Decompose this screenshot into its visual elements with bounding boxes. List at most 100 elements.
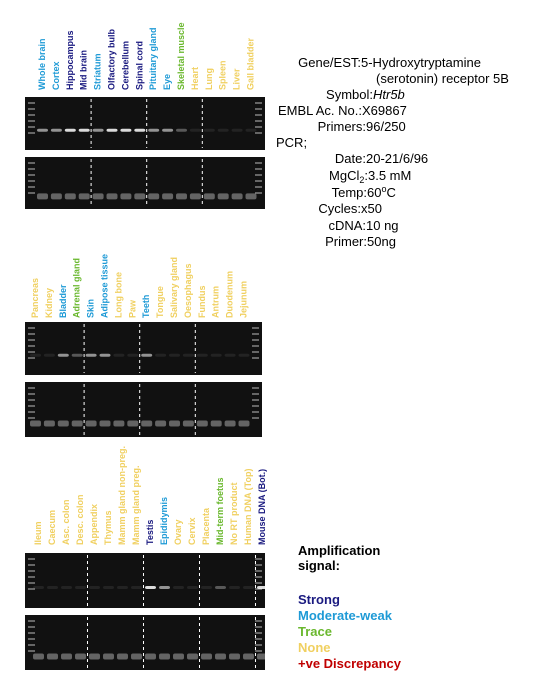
ladder bbox=[252, 411, 259, 413]
band bbox=[155, 420, 167, 427]
lane-label: No RT product bbox=[229, 483, 239, 546]
band bbox=[176, 193, 187, 200]
info-value: 20-21/6/96 bbox=[366, 151, 428, 166]
band bbox=[159, 586, 170, 589]
ladder bbox=[28, 417, 35, 419]
ladder bbox=[255, 180, 262, 182]
gel bbox=[25, 157, 265, 209]
band bbox=[231, 193, 243, 200]
band bbox=[89, 586, 100, 589]
legend-title: Amplification bbox=[298, 543, 380, 558]
band bbox=[196, 353, 208, 357]
lane-label: Tongue bbox=[155, 286, 165, 318]
ladder bbox=[28, 126, 35, 128]
gel bbox=[25, 553, 265, 608]
ladder bbox=[255, 162, 262, 164]
band bbox=[187, 653, 198, 660]
band bbox=[189, 128, 201, 132]
lane-label: Placenta bbox=[201, 507, 211, 545]
lane-label: Ileum bbox=[33, 521, 43, 545]
band bbox=[50, 128, 62, 132]
band bbox=[141, 353, 153, 357]
gel bbox=[25, 97, 265, 150]
band bbox=[229, 653, 240, 660]
ladder bbox=[255, 186, 262, 188]
lane-label: Thymus bbox=[103, 510, 113, 545]
lane-label: Long bone bbox=[113, 272, 123, 318]
ladder bbox=[28, 405, 35, 407]
ladder bbox=[28, 351, 35, 353]
legend-item: None bbox=[298, 640, 331, 655]
ladder bbox=[28, 650, 35, 652]
lane-label: Spinal cord bbox=[134, 41, 144, 90]
info-sup: o bbox=[381, 184, 386, 194]
band bbox=[238, 420, 250, 427]
band bbox=[113, 420, 125, 427]
band bbox=[187, 586, 198, 589]
band bbox=[238, 353, 250, 357]
lane-label: Cortex bbox=[51, 61, 61, 90]
band bbox=[155, 353, 167, 357]
band bbox=[99, 353, 111, 357]
band bbox=[141, 420, 153, 427]
ladder bbox=[255, 168, 262, 170]
band bbox=[120, 193, 132, 200]
band bbox=[229, 586, 240, 589]
band bbox=[33, 586, 44, 589]
band bbox=[134, 128, 146, 132]
lane-label: Heart bbox=[190, 67, 200, 90]
ladder bbox=[255, 120, 262, 122]
info-value: C bbox=[386, 185, 395, 200]
band bbox=[245, 193, 257, 200]
info-label: Cycles: bbox=[318, 201, 361, 216]
lane-label: Pancreas bbox=[30, 278, 40, 318]
lane-label: Antrum bbox=[211, 286, 221, 318]
lane-label: Epididymis bbox=[159, 497, 169, 545]
lane-label: Kidney bbox=[44, 288, 54, 318]
band bbox=[173, 653, 184, 660]
band bbox=[257, 653, 268, 660]
band bbox=[85, 353, 97, 357]
ladder bbox=[252, 393, 259, 395]
band bbox=[231, 128, 243, 132]
ladder bbox=[255, 650, 262, 652]
info-value: Htr5b bbox=[373, 87, 405, 102]
ladder bbox=[28, 186, 35, 188]
band bbox=[120, 128, 132, 132]
info-label: Temp: bbox=[332, 185, 367, 200]
ladder bbox=[28, 576, 35, 578]
ladder bbox=[255, 108, 262, 110]
info-value: 50ng bbox=[367, 234, 396, 249]
legend-item: +ve Discrepancy bbox=[298, 656, 402, 671]
band bbox=[117, 586, 128, 589]
band bbox=[89, 653, 100, 660]
lane-label: Skin bbox=[86, 299, 96, 318]
band bbox=[30, 353, 41, 357]
band bbox=[75, 653, 86, 660]
band bbox=[148, 193, 160, 200]
lane-label: Spleen bbox=[218, 60, 228, 90]
band bbox=[203, 128, 215, 132]
ladder bbox=[255, 570, 262, 572]
band bbox=[113, 353, 125, 357]
band bbox=[217, 128, 229, 132]
ladder bbox=[28, 411, 35, 413]
band bbox=[75, 586, 86, 589]
info-label: Primers: bbox=[318, 119, 366, 134]
band bbox=[134, 193, 146, 200]
band bbox=[201, 586, 212, 589]
ladder bbox=[252, 351, 259, 353]
band bbox=[243, 653, 254, 660]
band bbox=[210, 420, 222, 427]
band bbox=[106, 128, 118, 132]
band bbox=[64, 193, 76, 200]
band bbox=[127, 420, 139, 427]
info-value: 5-Hydroxytryptamine bbox=[361, 55, 481, 70]
ladder bbox=[28, 570, 35, 572]
band bbox=[148, 128, 160, 132]
lane-label: Teeth bbox=[141, 295, 151, 318]
band bbox=[159, 653, 170, 660]
band bbox=[131, 653, 142, 660]
lane-label: Mid brain bbox=[79, 50, 89, 90]
ladder bbox=[255, 174, 262, 176]
